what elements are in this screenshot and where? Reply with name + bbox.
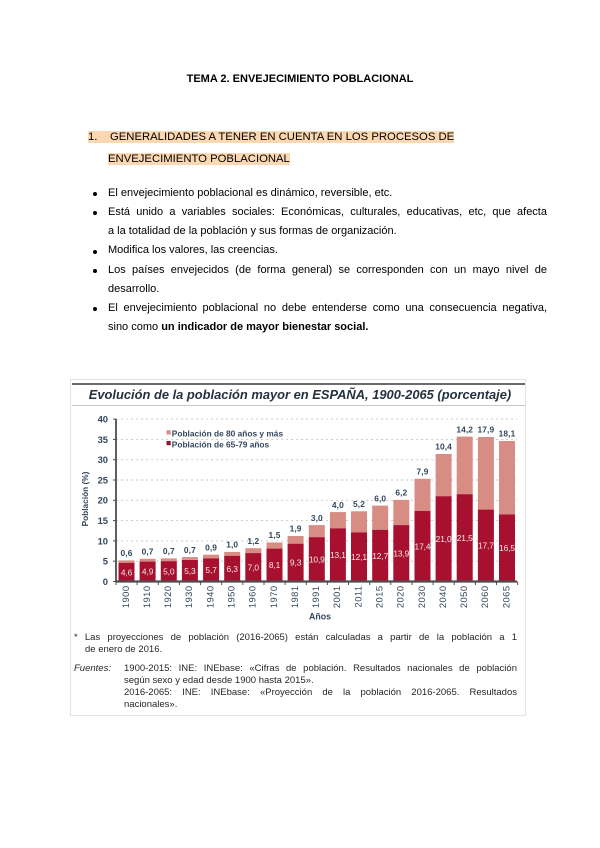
svg-text:1,9: 1,9 (290, 524, 302, 534)
svg-text:13,9: 13,9 (393, 548, 409, 558)
svg-text:6,2: 6,2 (395, 488, 407, 498)
svg-text:4,0: 4,0 (332, 500, 344, 510)
svg-text:2065: 2065 (500, 586, 511, 609)
svg-text:1900: 1900 (120, 586, 131, 609)
svg-text:8,1: 8,1 (269, 560, 281, 570)
svg-text:40: 40 (98, 414, 108, 425)
svg-text:16,5: 16,5 (499, 543, 515, 553)
svg-text:1940: 1940 (204, 586, 215, 609)
svg-text:Población (%): Población (%) (80, 471, 90, 526)
svg-text:1930: 1930 (183, 586, 194, 609)
svg-text:1950: 1950 (226, 586, 237, 609)
svg-text:2040: 2040 (437, 586, 448, 609)
svg-text:7,9: 7,9 (417, 467, 429, 477)
svg-text:5,3: 5,3 (184, 566, 196, 576)
svg-text:1970: 1970 (268, 586, 279, 609)
svg-text:1991: 1991 (310, 586, 321, 609)
svg-text:2011: 2011 (352, 586, 363, 608)
svg-text:10,4: 10,4 (435, 442, 452, 452)
svg-text:21,5: 21,5 (457, 533, 473, 543)
svg-text:0,7: 0,7 (184, 545, 196, 555)
svg-text:2020: 2020 (395, 586, 406, 609)
svg-text:1920: 1920 (162, 586, 173, 609)
svg-text:Población de 65-79 años: Población de 65-79 años (172, 439, 270, 449)
svg-text:20: 20 (98, 495, 108, 506)
svg-text:17,4: 17,4 (415, 541, 431, 551)
svg-text:9,3: 9,3 (290, 558, 302, 568)
svg-text:Años: Años (309, 612, 331, 622)
svg-text:5,7: 5,7 (205, 565, 217, 575)
svg-text:0,6: 0,6 (121, 548, 133, 558)
svg-text:2001: 2001 (331, 586, 342, 609)
svg-text:1910: 1910 (141, 586, 152, 609)
svg-text:1981: 1981 (289, 586, 300, 609)
svg-text:25: 25 (98, 474, 108, 485)
svg-text:12,7: 12,7 (372, 551, 388, 561)
svg-text:17,9: 17,9 (478, 425, 495, 435)
svg-text:1,2: 1,2 (247, 536, 259, 546)
svg-text:0,7: 0,7 (142, 547, 154, 557)
svg-text:Evolución de la población mayo: Evolución de la población mayor en ESPAÑ… (89, 387, 511, 402)
svg-text:15: 15 (98, 515, 108, 526)
svg-text:Población de 80 años y más: Población de 80 años y más (172, 429, 284, 439)
svg-text:10,9: 10,9 (309, 555, 325, 565)
svg-text:0,9: 0,9 (205, 542, 217, 552)
svg-text:1,5: 1,5 (269, 530, 281, 540)
svg-text:6,3: 6,3 (227, 564, 239, 574)
svg-text:3,0: 3,0 (311, 513, 323, 523)
svg-text:18,1: 18,1 (499, 429, 516, 439)
svg-text:0,7: 0,7 (163, 546, 175, 556)
svg-text:1,0: 1,0 (226, 540, 238, 550)
svg-text:5: 5 (103, 556, 108, 567)
svg-text:2060: 2060 (479, 586, 490, 609)
svg-text:35: 35 (98, 434, 108, 445)
svg-text:21,0: 21,0 (436, 534, 452, 544)
svg-text:6,0: 6,0 (374, 493, 386, 503)
svg-text:1960: 1960 (247, 586, 258, 609)
svg-text:5,0: 5,0 (163, 566, 175, 576)
svg-text:17,7: 17,7 (478, 541, 494, 551)
svg-text:12,1: 12,1 (351, 552, 367, 562)
svg-text:7,0: 7,0 (248, 562, 260, 572)
svg-text:2015: 2015 (374, 586, 385, 609)
svg-text:2050: 2050 (458, 586, 469, 609)
svg-text:0: 0 (103, 576, 108, 587)
svg-text:5,2: 5,2 (353, 499, 365, 509)
svg-text:4,6: 4,6 (121, 567, 133, 577)
svg-text:2030: 2030 (416, 586, 427, 609)
svg-text:10: 10 (98, 535, 108, 546)
svg-text:30: 30 (98, 454, 108, 465)
svg-text:14,2: 14,2 (456, 424, 473, 434)
svg-text:13,1: 13,1 (330, 550, 346, 560)
svg-text:4,9: 4,9 (142, 567, 154, 577)
